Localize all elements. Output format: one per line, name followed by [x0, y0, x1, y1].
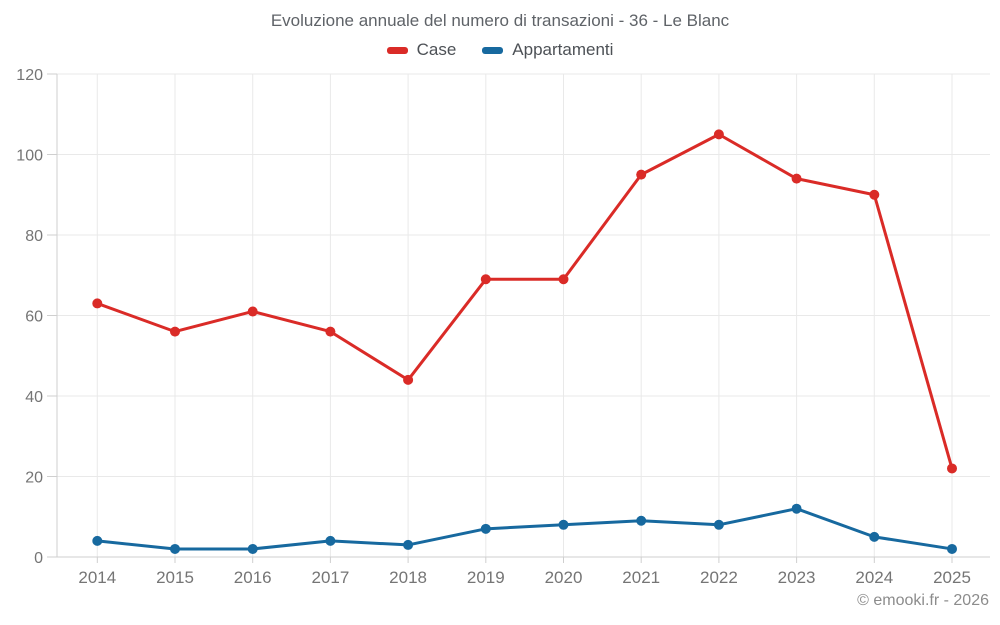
data-point-appartamenti-2017[interactable]: [325, 535, 336, 546]
data-point-appartamenti-2014[interactable]: [92, 535, 103, 546]
data-point-appartamenti-2022[interactable]: [713, 519, 724, 530]
data-point-appartamenti-2019[interactable]: [480, 523, 491, 534]
data-point-appartamenti-2024[interactable]: [869, 531, 880, 542]
data-point-appartamenti-2015[interactable]: [170, 543, 180, 554]
data-point-appartamenti-2023[interactable]: [791, 503, 802, 514]
legend: Case Appartamenti: [0, 40, 1000, 60]
y-axis-label-20: 20: [25, 470, 43, 487]
x-axis-label-2014: 2014: [78, 568, 116, 587]
x-axis-label-2025: 2025: [933, 568, 971, 587]
legend-swatch-appartamenti-icon: [482, 46, 504, 54]
data-point-case-2022[interactable]: [713, 129, 724, 140]
legend-item-appartamenti[interactable]: Appartamenti: [482, 40, 613, 60]
y-axis-label-60: 60: [25, 309, 43, 326]
series-line-case: [95, 132, 954, 470]
data-point-case-2016[interactable]: [247, 306, 258, 317]
x-axis-label-2023: 2023: [778, 568, 816, 587]
x-axis-label-2020: 2020: [545, 568, 583, 587]
data-point-case-2019[interactable]: [480, 274, 491, 285]
y-axis-label-120: 120: [16, 67, 43, 84]
x-axis-label-2019: 2019: [467, 568, 505, 587]
data-point-case-2018[interactable]: [403, 374, 414, 385]
y-axis-label-100: 100: [16, 148, 43, 165]
data-point-case-2023[interactable]: [791, 173, 802, 184]
series-line-appartamenti: [95, 507, 954, 551]
x-axis-label-2016: 2016: [234, 568, 272, 587]
data-point-appartamenti-2020[interactable]: [558, 519, 569, 530]
chart-title: Evoluzione annuale del numero di transaz…: [270, 11, 730, 30]
data-point-case-2025[interactable]: [947, 463, 957, 474]
legend-label-case: Case: [416, 40, 457, 59]
x-axis-label-2015: 2015: [156, 568, 194, 587]
data-point-case-2021[interactable]: [636, 169, 647, 180]
data-point-appartamenti-2021[interactable]: [636, 515, 647, 526]
data-point-appartamenti-2016[interactable]: [247, 543, 258, 554]
data-point-case-2024[interactable]: [869, 189, 880, 200]
y-axis-label-80: 80: [25, 228, 43, 245]
data-point-appartamenti-2025[interactable]: [947, 543, 957, 554]
x-axis-label-2018: 2018: [389, 568, 427, 587]
data-point-case-2015[interactable]: [170, 326, 180, 337]
legend-item-case[interactable]: Case: [386, 40, 457, 60]
legend-label-appartamenti: Appartamenti: [512, 40, 614, 59]
data-point-case-2017[interactable]: [325, 326, 336, 337]
legend-swatch-case-icon: [386, 46, 408, 54]
y-axis-label-40: 40: [25, 389, 43, 406]
copyright-text: © emooki.fr - 2026: [857, 592, 989, 609]
data-point-case-2014[interactable]: [92, 298, 103, 309]
x-axis-label-2021: 2021: [622, 568, 660, 587]
x-axis-label-2017: 2017: [311, 568, 349, 587]
x-axis-label-2022: 2022: [700, 568, 738, 587]
data-point-appartamenti-2018[interactable]: [403, 539, 414, 550]
data-point-case-2020[interactable]: [558, 274, 569, 285]
x-axis-label-2024: 2024: [855, 568, 893, 587]
y-axis-label-0: 0: [34, 550, 43, 567]
